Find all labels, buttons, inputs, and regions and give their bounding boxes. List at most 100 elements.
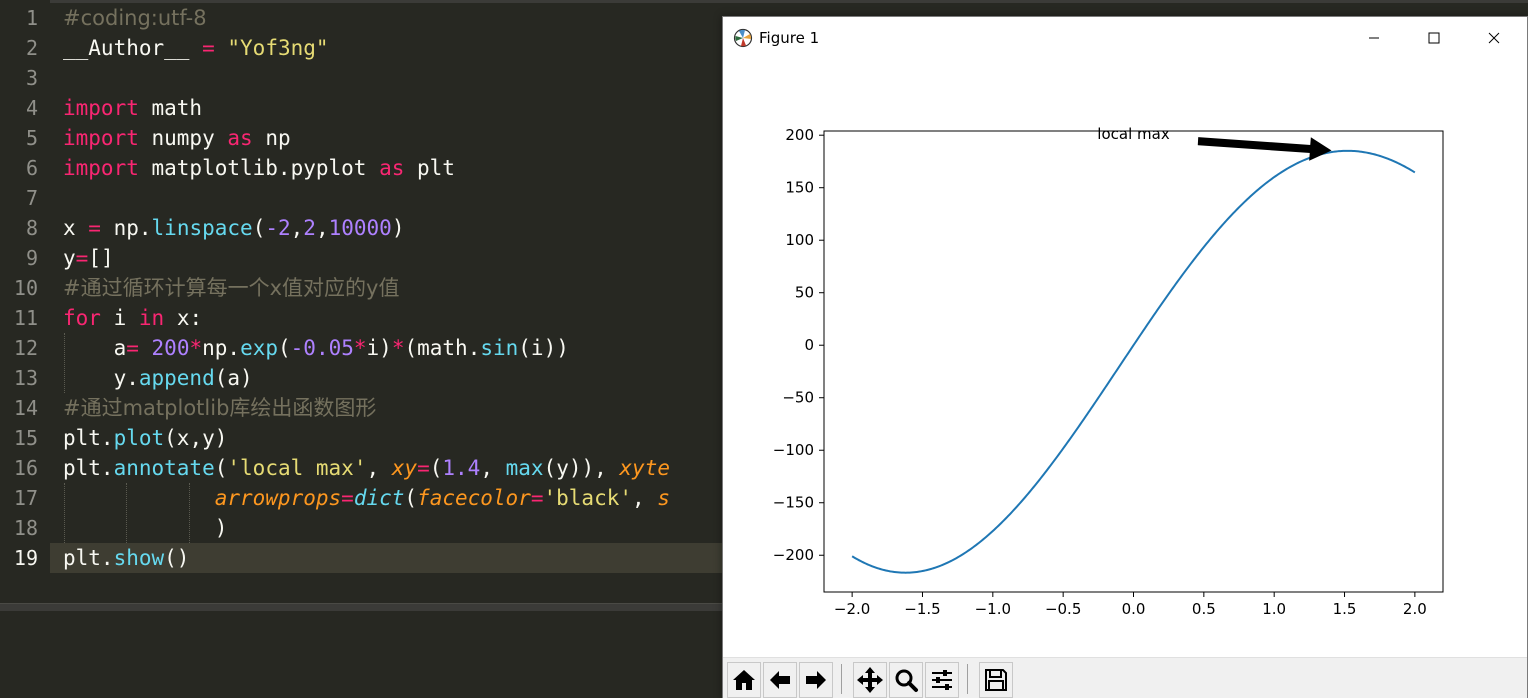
- code-token: s: [657, 486, 670, 510]
- code-token: ,: [315, 216, 329, 240]
- code-token: (y)),: [543, 456, 620, 480]
- pan-button[interactable]: [853, 662, 887, 698]
- code-line[interactable]: ): [63, 513, 228, 543]
- save-button[interactable]: [979, 662, 1013, 698]
- code-token: (x,y): [164, 426, 228, 450]
- matplotlib-logo-icon: [733, 28, 753, 48]
- code-token: __Author__: [63, 36, 203, 60]
- zoom-button[interactable]: [889, 662, 923, 698]
- code-line[interactable]: import math: [63, 93, 202, 123]
- toolbar-separator: [967, 664, 968, 694]
- line-number: 11: [13, 306, 38, 330]
- line-number: 10: [13, 276, 38, 300]
- line-number-gutter: 1 2 3 4 5 6 7 8 9 10 11 12 13 14 15 16 17 18 19: [0, 0, 50, 604]
- code-token: append: [138, 366, 215, 390]
- line-number: 15: [13, 426, 38, 450]
- pan-icon: [857, 667, 883, 693]
- code-token: (: [252, 216, 266, 240]
- navigation-toolbar: [723, 657, 1527, 698]
- code-line[interactable]: #coding:utf-8: [63, 3, 207, 33]
- code-token: (math.: [404, 336, 481, 360]
- code-line[interactable]: arrowprops=dict(facecolor='black', s: [63, 483, 670, 513]
- code-token: y: [63, 246, 76, 270]
- code-line[interactable]: import matplotlib.pyplot as plt: [63, 153, 455, 183]
- back-button[interactable]: [763, 662, 797, 698]
- y-tick-label: −50: [782, 389, 814, 407]
- code-token: (i)): [518, 336, 569, 360]
- configure-subplots-button[interactable]: [925, 662, 959, 698]
- line-number: 7: [25, 186, 38, 210]
- code-line[interactable]: import numpy as np: [63, 123, 291, 153]
- code-line[interactable]: y.append(a): [63, 363, 253, 393]
- code-token: plt.: [63, 546, 114, 570]
- window-titlebar[interactable]: Figure 1: [723, 17, 1527, 59]
- maximize-button[interactable]: [1405, 17, 1463, 59]
- x-tick-label: −2.0: [834, 600, 870, 618]
- code-token: np.: [100, 216, 152, 240]
- code-token: max: [505, 456, 544, 480]
- code-token: "Yof3ng": [227, 36, 329, 60]
- figure-window[interactable]: Figure 1 −2.0 −1.5 −1.0 −0.5 0.0 0.5 1.0 1.5 2.0…: [722, 16, 1528, 698]
- code-line[interactable]: #通过matplotlib库绘出函数图形: [63, 393, 376, 423]
- code-line[interactable]: x = np.linspace(-2,2,10000): [63, 213, 404, 243]
- code-token: -2: [265, 216, 291, 240]
- code-token: (: [278, 336, 291, 360]
- code-line[interactable]: plt.annotate('local max', xy=(1.4, max(y…: [63, 453, 670, 483]
- configure-subplots-icon: [932, 670, 952, 690]
- minimize-icon: [1369, 37, 1379, 39]
- home-icon: [733, 670, 755, 690]
- indent-guide: [189, 483, 191, 543]
- x-tick-label: 0.0: [1122, 600, 1146, 618]
- code-token: i: [100, 306, 139, 330]
- annotation-label: local max: [1097, 125, 1170, 143]
- annotation-arrow: [1197, 137, 1332, 161]
- y-tick-label: 200: [785, 126, 814, 144]
- close-button[interactable]: [1465, 17, 1523, 59]
- code-token: np: [252, 126, 291, 150]
- code-line[interactable]: plt.plot(x,y): [63, 423, 227, 453]
- line-number: 14: [13, 396, 38, 420]
- code-token: matplotlib.pyplot: [138, 156, 380, 180]
- code-line[interactable]: y=[]: [63, 243, 114, 273]
- code-token: =: [417, 456, 430, 480]
- code-token: (): [164, 546, 190, 570]
- close-icon: [1488, 32, 1500, 44]
- line-number: 9: [25, 246, 38, 270]
- code-token: numpy: [138, 126, 228, 150]
- plot-canvas[interactable]: −2.0 −1.5 −1.0 −0.5 0.0 0.5 1.0 1.5 2.0 200 150 100…: [723, 59, 1527, 657]
- code-token: dict: [353, 486, 405, 510]
- indent-guide: [126, 483, 128, 543]
- line-chart: −2.0 −1.5 −1.0 −0.5 0.0 0.5 1.0 1.5 2.0 200 150 100…: [773, 125, 1444, 618]
- code-token: for: [63, 306, 101, 330]
- code-token: (: [429, 456, 443, 480]
- forward-button[interactable]: [799, 662, 833, 698]
- code-line[interactable]: for i in x:: [63, 303, 202, 333]
- code-token: a: [63, 336, 127, 360]
- code-token: import: [63, 96, 139, 120]
- indent-guide: [64, 483, 66, 543]
- code-token: annotate: [113, 456, 215, 480]
- minimize-button[interactable]: [1345, 17, 1403, 59]
- code-token: =: [341, 486, 354, 510]
- line-number: 18: [13, 516, 38, 540]
- line-number: 16: [13, 456, 38, 480]
- code-token: 'local max': [227, 456, 367, 480]
- line-number: 4: [25, 96, 38, 120]
- code-line[interactable]: __Author__ = "Yof3ng": [63, 33, 329, 63]
- code-token: math: [138, 96, 203, 120]
- code-token: #coding:utf-8: [63, 6, 207, 30]
- home-button[interactable]: [727, 662, 761, 698]
- series-line: [851, 149, 1416, 574]
- code-line[interactable]: a= 200*np.exp(-0.05*i)*(math.sin(i)): [63, 333, 569, 363]
- code-token: 1.4: [442, 456, 481, 480]
- code-token: x: [63, 216, 89, 240]
- code-token: 'black': [543, 486, 633, 510]
- code-line[interactable]: #通过循环计算每一个x值对应的y值: [63, 273, 399, 303]
- line-number: 12: [13, 336, 38, 360]
- code-token: sin: [480, 336, 519, 360]
- code-token: ,: [366, 456, 392, 480]
- code-line[interactable]: plt.show(): [63, 543, 189, 573]
- code-token: y.: [63, 366, 139, 390]
- code-token: 2: [303, 216, 316, 240]
- code-token: =: [530, 486, 544, 510]
